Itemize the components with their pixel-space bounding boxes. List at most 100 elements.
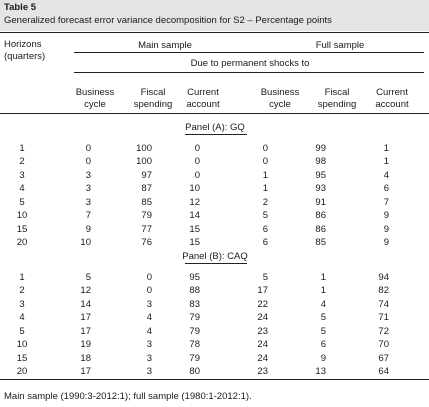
cell: 76 (141, 237, 152, 248)
cell: 0 (194, 156, 200, 167)
cell: 10 (189, 183, 200, 194)
cell: 3 (146, 366, 152, 377)
group-header: Full sample (315, 39, 365, 51)
cell: 4 (320, 298, 326, 310)
cell: 1 (262, 169, 268, 181)
cell: 1 (383, 142, 389, 154)
cell: 12 (189, 196, 200, 208)
cell: 22 (257, 298, 268, 310)
rule (74, 72, 424, 73)
cell: 0 (85, 156, 91, 167)
cell: 82 (378, 285, 389, 296)
cell: 4 (383, 169, 389, 181)
cell: 86 (315, 223, 326, 235)
cell: 24 (257, 339, 268, 350)
cell: 6 (320, 339, 326, 350)
cell: 5 (320, 312, 326, 323)
cell: 15 (189, 237, 200, 248)
cell: 6 (262, 237, 268, 248)
cell: 10 (80, 237, 91, 248)
cell: 79 (189, 312, 200, 323)
rule (0, 32, 429, 33)
cell: 24 (257, 312, 268, 323)
cell: 4 (146, 312, 152, 323)
cell: 17 (80, 312, 91, 323)
rule (74, 52, 424, 53)
column-header: (quarters) (4, 50, 46, 62)
cell: 85 (315, 237, 326, 248)
row-label: 1 (19, 142, 25, 154)
row-label: 1 (19, 271, 25, 283)
cell: 87 (141, 183, 152, 194)
row-label: 20 (16, 366, 28, 377)
cell: 97 (141, 169, 152, 181)
cell: 9 (383, 210, 389, 221)
column-header: Current (376, 86, 408, 98)
row-label: 10 (16, 339, 28, 350)
cell: 98 (315, 156, 326, 167)
cell: 93 (315, 183, 326, 194)
cell: 86 (315, 210, 326, 221)
cell: 78 (189, 339, 200, 350)
cell: 6 (383, 183, 389, 194)
cell: 1 (320, 285, 326, 296)
column-header: account (186, 98, 220, 110)
column-header: cycle (269, 98, 291, 110)
rule (0, 379, 429, 380)
column-header: Horizons (4, 38, 42, 50)
cell: 3 (85, 196, 91, 208)
row-label: 10 (16, 210, 28, 221)
cell: 12 (80, 285, 91, 296)
cell: 80 (189, 366, 200, 377)
cell: 67 (378, 352, 389, 364)
cell: 5 (85, 271, 91, 283)
cell: 14 (80, 298, 91, 310)
cell: 9 (383, 223, 389, 235)
cell: 1 (262, 183, 268, 194)
cell: 18 (80, 352, 91, 364)
cell: 0 (262, 142, 268, 154)
column-header: Fiscal (140, 86, 166, 98)
cell: 17 (80, 325, 91, 337)
cell: 0 (85, 142, 91, 154)
row-label: 5 (19, 196, 25, 208)
row-label: 4 (19, 312, 25, 323)
rule (0, 113, 429, 114)
rule (185, 134, 247, 135)
table-title: Generalized forecast error variance deco… (4, 15, 332, 26)
column-header: spending (133, 98, 173, 110)
row-label: 20 (16, 237, 28, 248)
cell: 5 (320, 325, 326, 337)
cell: 3 (85, 183, 91, 194)
column-header: Current (187, 86, 219, 98)
cell: 72 (378, 325, 389, 337)
row-label: 3 (19, 298, 25, 310)
cell: 88 (189, 285, 200, 296)
cell: 7 (383, 196, 389, 208)
cell: 14 (189, 210, 200, 221)
column-header: Fiscal (324, 86, 350, 98)
row-label: 3 (19, 169, 25, 181)
cell: 71 (378, 312, 389, 323)
column-header: cycle (84, 98, 106, 110)
cell: 77 (141, 223, 152, 235)
cell: 3 (146, 298, 152, 310)
row-label: 15 (16, 223, 28, 235)
table-label: Table 5 (4, 2, 37, 13)
row-label: 4 (19, 183, 25, 194)
cell: 79 (189, 325, 200, 337)
cell: 9 (320, 352, 326, 364)
rule (185, 263, 247, 264)
row-label: 15 (16, 352, 28, 364)
cell: 15 (189, 223, 200, 235)
column-header: Business (260, 86, 300, 98)
cell: 64 (378, 366, 389, 377)
cell: 0 (194, 169, 200, 181)
cell: 13 (315, 366, 326, 377)
cell: 24 (257, 352, 268, 364)
cell: 94 (378, 271, 389, 283)
row-label: 2 (19, 156, 25, 167)
cell: 70 (378, 339, 389, 350)
column-header: account (375, 98, 409, 110)
